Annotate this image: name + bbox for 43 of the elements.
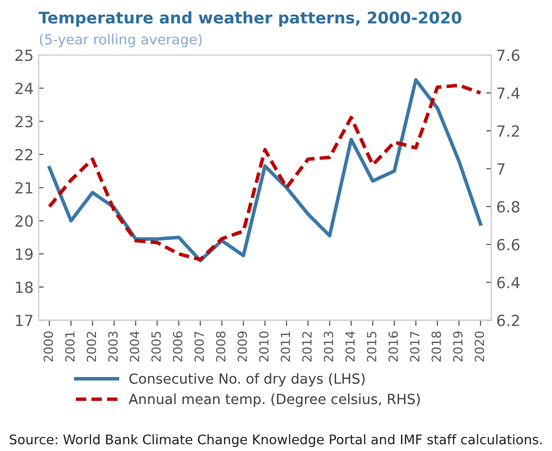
y-tick-label: 18 (16, 282, 33, 294)
x-tick-label: 2016 (388, 331, 398, 362)
y2-tick-label: 6.2 (497, 314, 519, 326)
x-tick-label: 2005 (151, 332, 161, 362)
x-tick-label: 2010 (259, 331, 269, 362)
chart-title: Temperature and weather patterns, 2000-2020 (38, 11, 462, 27)
x-tick-label: 2011 (280, 332, 290, 362)
x-tick-label: 2012 (302, 332, 312, 362)
source-note: Source: World Bank Climate Change Knowledge Portal and IMF staff calculations. (10, 434, 542, 447)
y-tick-label: 22 (15, 148, 32, 160)
x-tick-label: 2000 (44, 331, 54, 362)
y-tick-label: 17 (16, 314, 32, 326)
legend-label: Annual mean temp. (Degree celsius, RHS) (128, 393, 420, 407)
x-tick-label: 2004 (130, 331, 140, 362)
y-tick-label: 19 (16, 248, 33, 260)
x-tick-label: 2013 (324, 332, 334, 362)
y2-tick-label: 7 (497, 163, 505, 174)
y-tick-label: 21 (15, 182, 32, 194)
y2-tick-label: 6.4 (497, 276, 520, 288)
x-tick-label: 2009 (238, 332, 248, 362)
x-tick-label: 2008 (216, 331, 226, 362)
y2-tick-label: 6.8 (497, 201, 520, 213)
legend-label: Consecutive No. of dry days (LHS) (129, 373, 365, 387)
x-tick-label: 2014 (345, 331, 355, 362)
x-tick-label: 2015 (366, 332, 376, 362)
x-tick-label: 2020 (474, 331, 484, 362)
x-tick-label: 2006 (172, 331, 182, 362)
x-tick-label: 2018 (432, 331, 442, 362)
x-tick-label: 2017 (410, 332, 420, 362)
x-tick-label: 2007 (194, 332, 204, 362)
y-tick-label: 20 (15, 215, 33, 227)
y2-tick-label: 7.4 (497, 88, 520, 99)
x-tick-label: 2019 (453, 332, 463, 362)
x-tick-label: 2003 (108, 332, 118, 362)
y2-tick-label: 7.2 (497, 125, 519, 137)
y-tick-label: 23 (15, 116, 33, 128)
chart-subtitle: (5-year rolling average) (40, 34, 202, 48)
y-tick-label: 25 (15, 49, 32, 62)
y2-tick-label: 6.6 (497, 238, 520, 250)
y-tick-label: 24 (15, 82, 33, 94)
y2-tick-label: 7.6 (497, 49, 520, 62)
x-tick-label: 2002 (86, 332, 96, 362)
x-tick-label: 2001 (65, 332, 75, 362)
